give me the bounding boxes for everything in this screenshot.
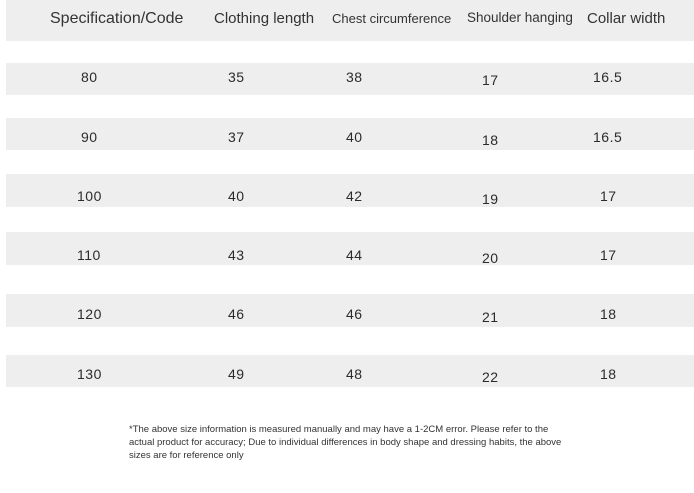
row-1-shoulder: 17	[482, 72, 499, 88]
header-collar-width: Collar width	[587, 10, 666, 27]
row-2-spec: 90	[81, 129, 98, 145]
header-shoulder-hanging: Shoulder hanging	[467, 10, 573, 25]
table-row	[6, 118, 694, 150]
row-3-spec: 100	[77, 188, 102, 204]
row-6-spec: 130	[77, 366, 102, 382]
row-4-collar: 17	[600, 247, 617, 263]
row-4-spec: 110	[77, 247, 101, 263]
row-1-collar: 16.5	[593, 69, 623, 85]
row-3-chest: 42	[346, 188, 363, 204]
row-5-length: 46	[228, 306, 245, 322]
row-3-length: 40	[228, 188, 245, 204]
row-6-shoulder: 22	[482, 369, 499, 385]
row-5-shoulder: 21	[482, 309, 499, 325]
table-row	[6, 355, 694, 387]
row-1-chest: 38	[346, 69, 363, 85]
row-6-collar: 18	[600, 366, 617, 382]
row-5-chest: 46	[346, 306, 363, 322]
row-1-length: 35	[228, 69, 245, 85]
row-5-spec: 120	[77, 306, 102, 322]
table-header-band	[6, 0, 694, 41]
row-5-collar: 18	[600, 306, 617, 322]
row-4-length: 43	[228, 247, 245, 263]
row-3-collar: 17	[600, 188, 617, 204]
header-specification-code: Specification/Code	[50, 10, 184, 27]
row-6-length: 49	[228, 366, 245, 382]
table-row	[6, 63, 694, 95]
row-2-length: 37	[228, 129, 245, 145]
header-chest-circumference: Chest circumference	[332, 11, 452, 26]
row-6-chest: 48	[346, 366, 363, 382]
table-row	[6, 174, 694, 207]
table-row	[6, 294, 694, 327]
row-2-collar: 16.5	[593, 129, 623, 145]
header-clothing-length: Clothing length	[214, 10, 315, 27]
row-4-chest: 44	[346, 247, 363, 263]
row-1-spec: 80	[81, 69, 98, 85]
row-3-shoulder: 19	[482, 191, 499, 207]
size-footnote: *The above size information is measured …	[129, 424, 562, 461]
row-2-shoulder: 18	[482, 132, 499, 148]
table-row	[6, 232, 694, 265]
row-4-shoulder: 20	[482, 250, 499, 266]
row-2-chest: 40	[346, 129, 363, 145]
